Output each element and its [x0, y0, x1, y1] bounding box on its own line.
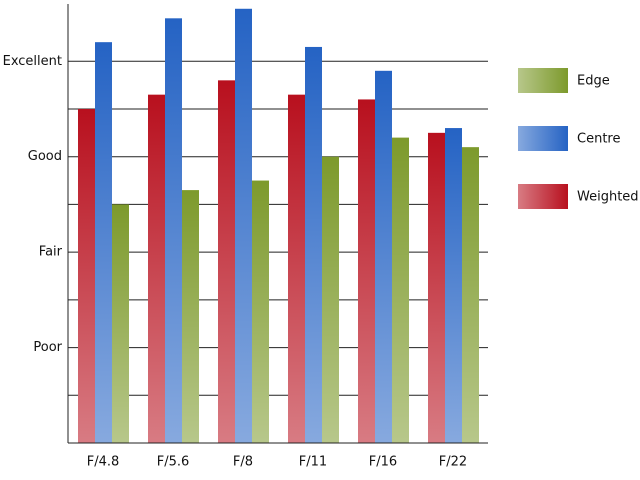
x-tick-label: F/22	[439, 455, 467, 470]
x-tick-label: F/5.6	[157, 455, 190, 470]
y-tick-label: Excellent	[3, 54, 62, 69]
legend-label: Edge	[577, 74, 610, 89]
bar-shade	[305, 46, 322, 444]
bar-shade	[375, 70, 392, 443]
bar-shade	[148, 94, 165, 444]
y-tick-label: Poor	[33, 340, 62, 355]
x-tick-label: F/8	[233, 455, 253, 470]
x-tick-label: F/16	[369, 455, 397, 470]
bar-shade	[462, 147, 479, 444]
y-tick-label: Fair	[39, 245, 63, 260]
bar-shade	[358, 99, 375, 443]
legend-swatch-shade	[518, 184, 568, 209]
bar-shade	[95, 42, 112, 443]
bar-shade	[445, 128, 462, 443]
bar-shade	[288, 94, 305, 444]
bar-shade	[112, 204, 129, 443]
legend-swatch-shade	[518, 68, 568, 93]
x-tick-label: F/11	[299, 455, 327, 470]
y-tick-label: Good	[28, 149, 62, 164]
bar-shade	[252, 180, 269, 443]
bar-shade	[235, 8, 252, 444]
bar-shade	[428, 132, 445, 443]
bar-shade	[392, 137, 409, 443]
bar-shade	[322, 156, 339, 443]
legend-swatch-shade	[518, 126, 568, 151]
legend-label: Weighted	[577, 190, 639, 205]
x-tick-label: F/4.8	[87, 455, 120, 470]
legend-label: Centre	[577, 132, 620, 147]
bar-shade	[165, 18, 182, 444]
bar-shade	[182, 190, 199, 443]
bar-shade	[218, 80, 235, 443]
bar-shade	[78, 108, 95, 443]
